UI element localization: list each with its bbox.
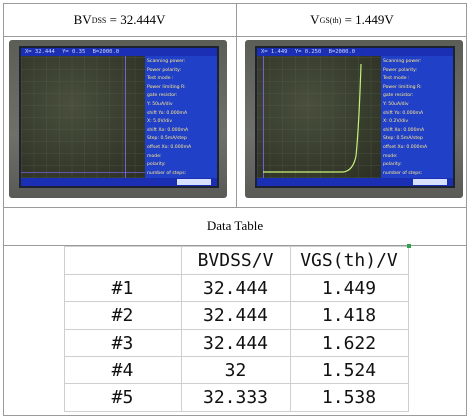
panel-row: polarity:: [147, 162, 166, 168]
panel-row: Power polarity:: [147, 67, 182, 73]
panel-row: number of steps:: [147, 170, 187, 176]
data-table-title: Data Table: [206, 218, 264, 233]
oscilloscope-screen: X= 32.444 Y= 0.35 B=2000.0 Scanning powe…: [19, 46, 219, 188]
spreadsheet: BVDSS/V VGS(th)/V #1 32.444 1.449 #2 32.…: [64, 244, 411, 412]
scope-y-readout: Y= 0.35: [62, 49, 86, 55]
panel-row: Power limiting R:: [383, 84, 422, 90]
scope-bottombar: [21, 178, 217, 186]
scope-b-readout: B=2000.0: [92, 49, 120, 55]
row-label: #2: [111, 304, 134, 326]
panel-row: offset Xo: 0.000mA: [383, 144, 428, 150]
cell-bvdss: 32.333: [202, 386, 269, 408]
bvdss-label: BV: [73, 12, 92, 27]
scope-settings-panel: Scanning power: Power polarity: Test mod…: [381, 56, 453, 178]
scope-settings-panel: Scanning power: Power polarity: Test mod…: [145, 56, 217, 178]
oscilloscope-photo-bvdss: X= 32.444 Y= 0.35 B=2000.0 Scanning powe…: [9, 40, 227, 198]
row-label: #5: [111, 386, 134, 408]
cell-bvdss: 32.444: [202, 277, 269, 299]
vgsth-header: V GS(th) = 1.449V: [237, 6, 467, 34]
row-label: #1: [111, 277, 134, 299]
row-label: #4: [111, 359, 134, 381]
scope-button: [177, 179, 211, 185]
bvdss-header: BV DSS = 32.444V: [3, 6, 236, 34]
cursor-line: [263, 56, 264, 178]
bvdss-value: = 32.444V: [106, 12, 166, 27]
col-header-bvdss: BVDSS/V: [197, 249, 274, 271]
vgsth-sub: GS(th): [319, 15, 342, 25]
vgsth-value: = 1.449V: [341, 12, 394, 27]
panel-row: Step: 0.5mA/step: [147, 136, 187, 142]
cell-vgsth: 1.538: [321, 386, 377, 408]
cell-vgsth: 1.449: [321, 277, 377, 299]
panel-row: Step: 0.5mA/step: [383, 136, 423, 142]
baseline: [21, 172, 147, 173]
panel-row: Y: 50uA/div: [147, 101, 173, 107]
sheet-grid: [64, 244, 411, 412]
scope-topbar: X= 32.444 Y= 0.35 B=2000.0: [21, 48, 217, 56]
scope-x-readout: X= 1.449: [261, 49, 288, 55]
trace-curve: [263, 63, 362, 173]
cell-vgsth: 1.622: [321, 332, 377, 354]
panel-row: Test mode :: [383, 76, 410, 82]
bvdss-sub: DSS: [91, 15, 107, 25]
panel-row: Scanning power:: [383, 59, 422, 64]
row-label: #3: [111, 332, 134, 354]
panel-row: Power polarity:: [383, 67, 418, 73]
panel-row: shift Xo: 0.000mA: [147, 127, 189, 133]
cell-bvdss: 32.444: [202, 304, 269, 326]
panel-row: Scanning power:: [147, 59, 186, 64]
panel-row: Test mode :: [147, 76, 174, 82]
document-frame: [3, 3, 467, 416]
panel-row: Y: 50uA/div: [383, 101, 409, 107]
panel-row: polarity:: [383, 162, 402, 168]
cell-vgsth: 1.418: [321, 304, 377, 326]
panel-row: shift Yo: 0.000mA: [383, 110, 424, 116]
scope-b-readout: B=2000.0: [328, 49, 356, 55]
scope-button: [413, 179, 447, 185]
scope-plot-area: [257, 56, 383, 178]
panel-row: offset Xo: 0.000mA: [147, 144, 192, 150]
panel-row: shift Xo: 0.000mA: [383, 127, 425, 133]
divider: [3, 207, 467, 208]
divider: [3, 36, 467, 37]
panel-row: X: 0.2V/div: [383, 119, 409, 125]
panel-row: gate resistor:: [383, 93, 414, 99]
panel-row: Power limiting R:: [147, 84, 186, 90]
panel-row: mode:: [383, 153, 398, 159]
cell-bvdss: 32.444: [202, 332, 269, 354]
scope-x-readout: X= 32.444: [25, 49, 55, 55]
selection-handle: [407, 244, 411, 248]
scope-topbar: X= 1.449 Y= 0.250 B=2000.0: [257, 48, 453, 56]
col-header-vgsth: VGS(th)/V: [300, 249, 398, 271]
cell-vgsth: 1.524: [321, 359, 377, 381]
scope-plot-area: [21, 56, 147, 178]
scope-bottombar: [257, 178, 453, 186]
divider: [236, 3, 237, 207]
oscilloscope-photo-vgsth: X= 1.449 Y= 0.250 B=2000.0 Scanning powe…: [245, 40, 463, 198]
oscilloscope-screen: X= 1.449 Y= 0.250 B=2000.0 Scanning powe…: [255, 46, 455, 188]
panel-row: shift Yo: 0.000mA: [147, 110, 188, 116]
scope-y-readout: Y= 0.250: [294, 49, 322, 55]
panel-row: number of steps:: [383, 170, 423, 176]
cell-bvdss: 32: [224, 359, 247, 381]
vgsth-label: V: [310, 12, 320, 27]
panel-row: X: 5.0V/div: [147, 119, 173, 125]
cursor-line: [125, 56, 126, 178]
panel-row: mode:: [147, 153, 162, 159]
divider: [3, 245, 467, 246]
panel-row: gate resistor:: [147, 93, 178, 99]
